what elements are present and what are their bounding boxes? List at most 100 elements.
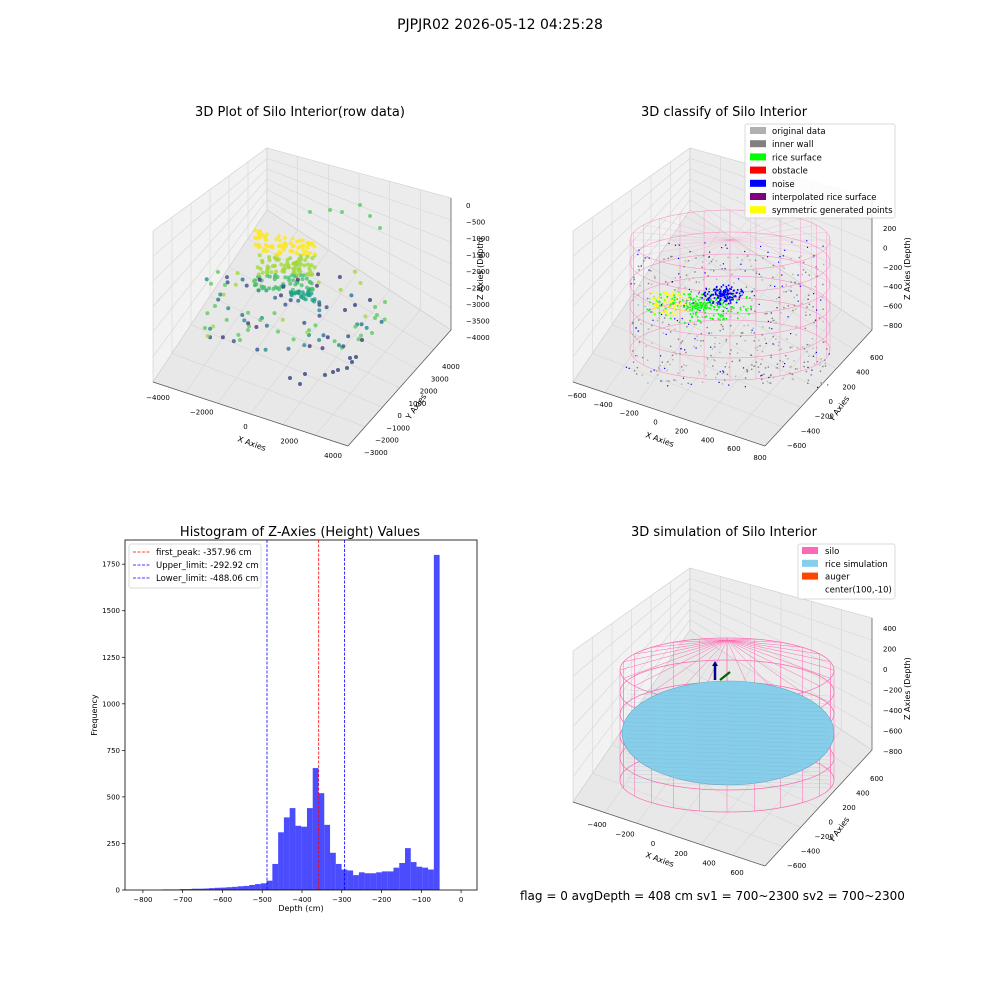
raw-point — [291, 337, 296, 342]
wall-point — [686, 326, 688, 328]
wall-point — [819, 370, 822, 372]
raw-point — [281, 247, 286, 252]
noise-point — [820, 299, 822, 301]
wall-point — [702, 279, 705, 281]
wall-point — [658, 369, 661, 371]
wall-point — [700, 333, 702, 335]
wall-point — [782, 265, 784, 268]
noise-point — [741, 290, 743, 292]
noise-point — [709, 301, 711, 303]
noise-point — [813, 255, 815, 257]
rice-mesh-line — [625, 741, 831, 749]
wall-point — [731, 360, 733, 363]
rice-surface-point — [699, 296, 702, 299]
raw-point — [309, 263, 314, 268]
raw-point — [277, 251, 282, 256]
legend-label: auger — [825, 573, 850, 583]
x-axis-line — [572, 801, 766, 867]
noise-point — [753, 295, 755, 297]
wall-point — [766, 312, 768, 315]
wall-point — [671, 281, 673, 283]
noise-point — [678, 273, 680, 275]
raw-point — [255, 347, 260, 352]
wall-point — [818, 317, 821, 319]
tick-label: −400 — [594, 401, 613, 409]
wall-point — [719, 329, 721, 332]
wall-point — [768, 382, 771, 384]
noise-point — [761, 374, 763, 376]
rice-surface-point — [672, 301, 674, 304]
raw-point — [260, 270, 265, 275]
wall-point — [826, 348, 828, 350]
noise-point — [770, 312, 772, 314]
tick-label: −200 — [815, 833, 834, 841]
tick-label: −2500 — [466, 285, 490, 293]
rice-surface-point — [689, 304, 691, 306]
legend-swatch — [750, 179, 766, 187]
wall-point — [719, 264, 722, 266]
wall-point — [714, 303, 716, 305]
noise-point — [705, 287, 707, 290]
wall-point — [810, 374, 812, 376]
raw-point — [292, 270, 297, 275]
rice-surface-point — [690, 297, 693, 299]
raw-point — [264, 323, 269, 328]
wall-point — [703, 255, 705, 257]
noise-point — [772, 343, 774, 345]
raw-point — [345, 366, 349, 370]
rice-surface-point — [697, 299, 700, 301]
silo-roof-edge — [729, 232, 827, 241]
noise-point — [742, 367, 745, 369]
raw-point — [346, 334, 351, 339]
wall-point — [638, 319, 640, 321]
symmetric-point — [652, 297, 654, 299]
rice-surface-point — [703, 298, 705, 301]
wall-point — [713, 359, 715, 361]
rice-mesh-line — [625, 697, 831, 705]
raw-point — [298, 273, 303, 278]
rice-surface-point — [669, 305, 671, 307]
wall-point — [720, 323, 722, 326]
noise-point — [750, 354, 752, 356]
raw-point — [224, 317, 229, 322]
wall-point — [753, 332, 755, 334]
rice-surface-point — [702, 308, 705, 310]
rice-surface-point — [704, 316, 706, 318]
silo-roof-edge — [726, 639, 831, 679]
raw-point — [240, 313, 245, 317]
wall-point — [815, 325, 818, 327]
wall-point — [712, 365, 714, 367]
raw-point — [290, 236, 295, 241]
tick-label: 600 — [730, 869, 743, 877]
tick-label: −500 — [466, 219, 485, 227]
noise-point — [704, 294, 706, 296]
raw-point — [288, 376, 292, 380]
raw-point — [354, 355, 358, 359]
histogram-bar — [433, 554, 440, 890]
rice-surface-point — [746, 296, 748, 298]
raw-point — [277, 238, 282, 243]
tick-label: 0 — [466, 202, 470, 210]
raw-point — [349, 293, 354, 298]
legend-frame — [744, 123, 896, 219]
rice-surface-point — [673, 302, 676, 304]
x-tick-label: −400 — [292, 896, 311, 904]
silo-roof-edge — [729, 218, 801, 241]
raw-point — [301, 247, 306, 252]
rice-mesh-line — [625, 745, 831, 753]
wall-point — [651, 342, 653, 344]
rice-surface-point — [736, 311, 739, 314]
wall-point — [754, 347, 757, 349]
rice-surface-point — [690, 298, 692, 300]
tick-label: −200 — [615, 831, 634, 839]
legend-swatch — [750, 127, 766, 134]
rice-surface-point — [708, 288, 711, 290]
histogram-bar — [197, 888, 204, 890]
rice-surface-point — [696, 316, 699, 318]
rice-surface-point — [745, 308, 747, 310]
raw-point — [308, 210, 312, 214]
raw-point — [213, 304, 217, 308]
wall-point — [751, 364, 753, 366]
noise-point — [625, 366, 627, 368]
wall-point — [815, 275, 817, 277]
